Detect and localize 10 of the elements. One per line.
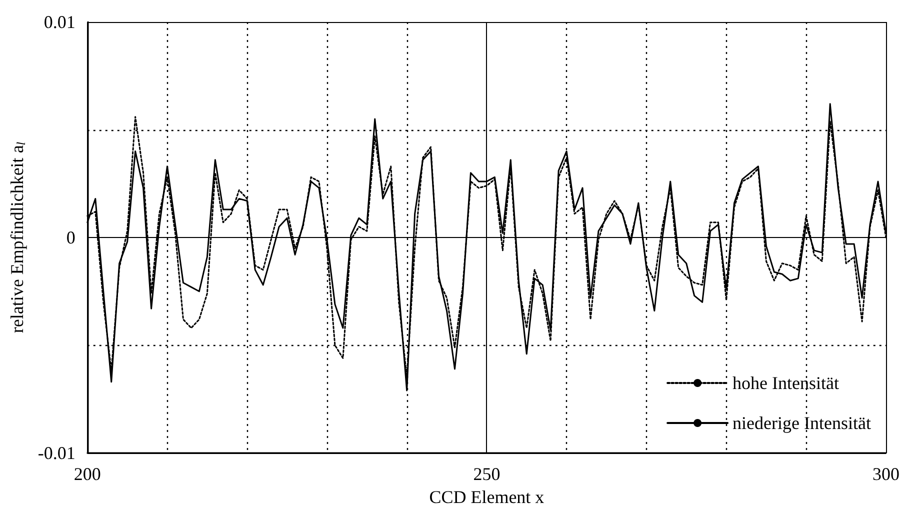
x-axis-title: CCD Element x xyxy=(429,486,544,507)
y-axis-title: relative Empfindlichkeit al xyxy=(7,141,28,334)
x-tick-label: 300 xyxy=(872,464,900,484)
y-tick-label: 0 xyxy=(66,228,76,248)
legend-label: niederige Intensität xyxy=(732,413,872,433)
y-tick-label: -0.01 xyxy=(38,443,76,463)
x-tick-label: 200 xyxy=(74,464,101,484)
y-tick-label: 0.01 xyxy=(44,12,76,32)
x-tick-label: 250 xyxy=(473,464,500,484)
legend-label: hohe Intensität xyxy=(732,373,840,393)
